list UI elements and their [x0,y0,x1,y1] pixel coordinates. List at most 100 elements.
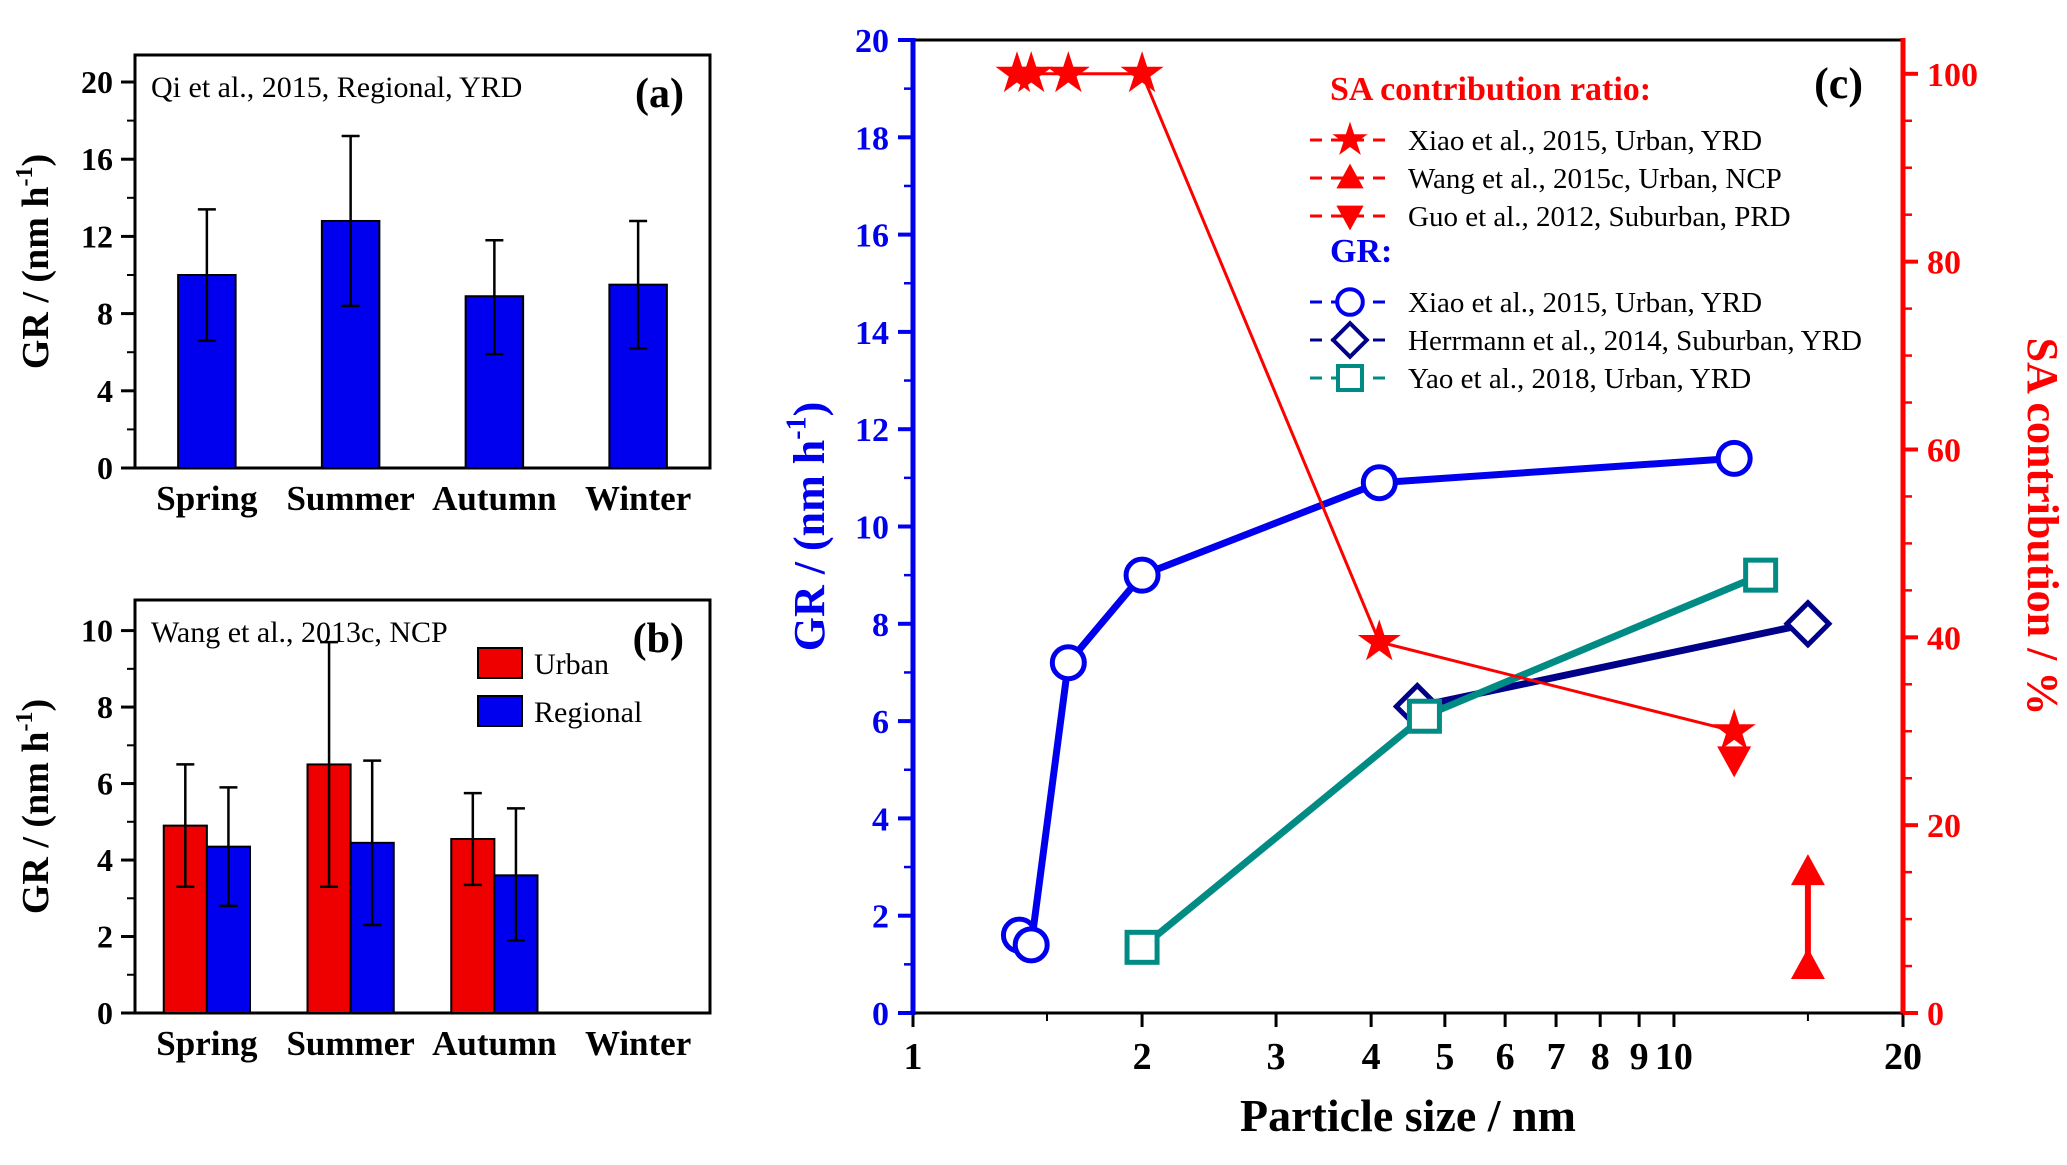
series-marker [1783,599,1833,649]
x-tick-label: 10 [1655,1036,1693,1078]
y-axis-title: GR / (nm h-1) [12,154,57,369]
series-line [1015,454,1738,949]
title-suffix: ) [785,402,834,417]
x-axis-title: Particle size / nm [1240,1090,1576,1141]
legend-item-label: Wang et al., 2015c, Urban, NCP [1408,163,1782,195]
series-marker [1123,556,1161,594]
title-superscript: -1 [782,416,813,439]
right-tick-label: 80 [1927,245,1961,282]
x-category-label: Autumn [432,1024,556,1063]
series-marker [1049,644,1087,682]
y-tick-label: 12 [81,218,113,254]
panel-a-bar-chart: 0 4 8 12 16 20 Spring Summer Autumn Winter Qi et a… [12,53,712,518]
legend-item-label: Yao et al., 2018, Urban, YRD [1408,363,1751,395]
x-tick-label: 9 [1630,1036,1649,1078]
y-tick-label: 8 [97,689,113,725]
series-marker [1712,708,1756,750]
right-axis-title: SA contribution / % [2018,338,2067,716]
left-tick-label: 0 [872,996,889,1033]
series-marker [1790,948,1825,980]
series-marker [1009,51,1053,93]
x-category-label: Summer [286,1024,414,1063]
legend-marker [1332,121,1368,155]
series-line [1138,571,1765,951]
y-tick-label: 6 [97,766,113,802]
right-tick-label: 20 [1927,808,1961,845]
series-marker [1012,926,1050,964]
x-category-label: Winter [585,479,691,518]
series-marker [1743,557,1779,593]
right-tick-label: 40 [1927,620,1961,657]
title-superscript: -1 [12,167,38,187]
legend-item-label: Xiao et al., 2015, Urban, YRD [1408,125,1762,157]
legend-item-label: Guo et al., 2012, Suburban, PRD [1408,201,1791,233]
x-category-label: Summer [286,479,414,518]
series-marker [1790,854,1825,886]
x-tick-label: 2 [1133,1036,1152,1078]
y-tick-label: 8 [97,296,113,332]
panel-annotation: Wang et al., 2013c, NCP [151,616,448,649]
legend-label: Urban [534,648,609,681]
panel-b-grouped-bar-chart: 0 2 4 6 8 10 Spring Summer Autumn Winter Wang et a… [12,598,712,1063]
y-tick-label: 20 [81,64,113,100]
title-superscript: -1 [12,712,38,732]
right-tick-label: 0 [1927,996,1944,1033]
x-category-label: Winter [585,1024,691,1063]
panel-c-dual-axis-chart: 1 2 3 4 5 6 7 8 9 10 20024681012141618200204060801… [782,23,2067,1141]
title-suffix: ) [15,699,57,712]
left-tick-label: 2 [872,899,889,936]
y-tick-label: 16 [81,141,113,177]
x-tick-label: 8 [1591,1036,1610,1078]
x-tick-label: 5 [1435,1036,1454,1078]
legend-item-label: Xiao et al., 2015, Urban, YRD [1408,287,1762,319]
x-tick-label: 7 [1547,1036,1566,1078]
series-marker [1715,439,1753,477]
legend-marker [1330,320,1370,360]
x-tick-label: 6 [1496,1036,1515,1078]
series-marker [1046,51,1090,93]
x-tick-label: 4 [1362,1036,1381,1078]
left-tick-label: 8 [872,607,889,644]
left-tick-label: 14 [855,315,889,352]
right-tick-label: 100 [1927,57,1978,94]
y-axis-title: GR / (nm h-1) [12,699,57,914]
panel-label: (c) [1814,59,1863,108]
left-tick-label: 12 [855,412,889,449]
legend-label: Regional [534,696,642,729]
series-marker [1406,698,1442,734]
left-tick-label: 16 [855,218,889,255]
series-marker [1717,746,1752,778]
x-tick-label: 1 [904,1036,923,1078]
left-tick-label: 6 [872,704,889,741]
series-marker [1357,619,1401,661]
title-main: GR / (nm h [15,187,57,370]
legend-marker [1335,287,1365,317]
y-tick-label: 4 [97,842,113,878]
legend-group-title: GR: [1330,233,1392,270]
left-tick-label: 4 [872,801,889,838]
title-main: GR / (nm h [785,440,834,651]
x-category-label: Spring [156,479,258,518]
left-tick-label: 10 [855,510,889,547]
y-tick-label: 10 [81,613,113,649]
left-axis-title: GR / (nm h-1) [782,402,834,651]
title-suffix: ) [15,154,57,167]
series-marker [1124,929,1160,965]
left-tick-label: 20 [855,23,889,60]
x-category-label: Autumn [432,479,556,518]
legend-swatch [477,695,523,727]
y-tick-label: 4 [97,373,113,409]
legend-swatch [477,647,523,679]
panel-label: (b) [633,616,684,662]
y-tick-label: 0 [97,995,113,1031]
x-category-label: Spring [156,1024,258,1063]
legend-marker [1336,163,1364,189]
panel-label: (a) [635,71,684,117]
legend-marker [1336,205,1364,231]
series-marker [1120,51,1164,93]
plot-frame [133,598,712,1015]
y-tick-label: 0 [97,450,113,486]
title-main: GR / (nm h [15,732,57,915]
right-tick-label: 60 [1927,432,1961,469]
